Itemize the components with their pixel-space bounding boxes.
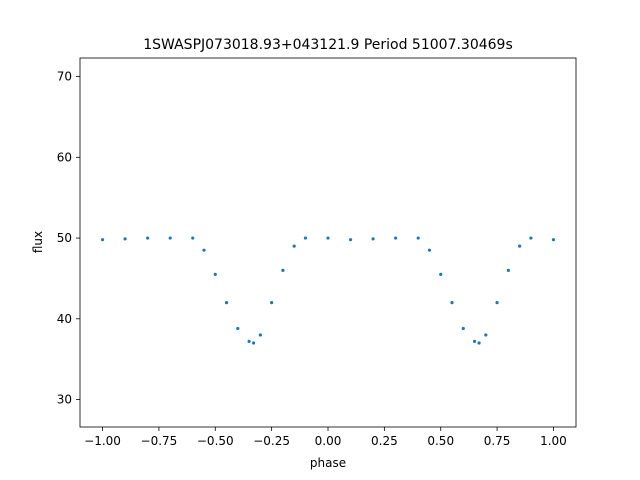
data-point (258, 333, 262, 337)
x-axis-label: phase (310, 456, 346, 470)
data-point (427, 248, 432, 252)
y-axis-ticks: 30 40 50 60 70 (57, 70, 80, 407)
y-axis-label: flux (31, 231, 45, 253)
y-tick-label: 60 (57, 150, 72, 164)
data-point (348, 238, 353, 242)
data-point (477, 341, 481, 345)
data-point (303, 236, 308, 240)
scatter-points (100, 236, 556, 345)
data-point (224, 301, 229, 305)
data-point (247, 339, 251, 344)
data-point (213, 272, 217, 276)
data-point (506, 268, 510, 272)
x-tick-label: −0.50 (197, 434, 234, 448)
x-tick-label: 0.25 (371, 434, 398, 448)
x-tick-label: 0.50 (427, 434, 454, 448)
data-point (371, 237, 375, 241)
y-tick-label: 50 (57, 231, 72, 245)
data-point (100, 238, 105, 242)
data-point (484, 333, 488, 337)
data-point (281, 268, 285, 272)
y-tick-label: 40 (57, 312, 72, 326)
y-tick-label: 70 (57, 70, 72, 84)
data-point (191, 236, 195, 240)
data-point (394, 236, 398, 240)
data-point (551, 238, 556, 242)
data-point (123, 237, 127, 241)
x-tick-label: −0.75 (141, 434, 178, 448)
x-tick-label: 1.00 (540, 434, 567, 448)
data-point (518, 244, 522, 248)
data-point (202, 248, 206, 252)
data-point (416, 236, 420, 240)
data-point (472, 339, 477, 344)
y-tick-label: 30 (57, 393, 72, 407)
data-point (495, 301, 499, 305)
data-point (146, 236, 150, 240)
x-tick-label: −1.00 (84, 434, 121, 448)
data-point (326, 236, 330, 240)
data-point (439, 272, 443, 276)
data-point (270, 301, 274, 305)
data-point (252, 341, 256, 345)
data-point (529, 236, 533, 240)
data-point (450, 301, 454, 305)
data-point (292, 244, 296, 248)
data-point (236, 326, 240, 331)
x-axis-ticks: −1.00 −0.75 −0.50 −0.25 0.00 0.25 0.50 0.75 1.00 (84, 427, 567, 448)
plot-frame (79, 57, 577, 428)
x-tick-label: 0.00 (315, 434, 342, 448)
x-tick-label: −0.25 (253, 434, 290, 448)
chart-title: 1SWASPJ073018.93+043121.9 Period 51007.3… (143, 37, 513, 53)
data-point (461, 326, 465, 331)
data-point (168, 236, 172, 240)
x-tick-label: 0.75 (484, 434, 511, 448)
